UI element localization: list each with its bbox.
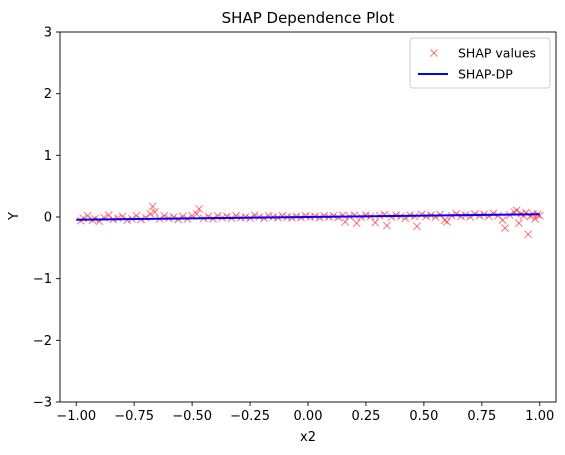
shap-value-point [301, 211, 310, 220]
shap-value-point [141, 213, 150, 222]
legend-marker-shap-values [430, 49, 438, 57]
shap-value-point [456, 212, 465, 221]
shap-value-point [531, 214, 540, 223]
y-tick-label: 2 [44, 87, 52, 102]
shap-value-point [371, 218, 380, 227]
x-axis: −1.00 −0.75 −0.50 −0.25 0.00 0.25 0.50 0.75 1.00 [56, 402, 554, 424]
shap-value-point [524, 230, 533, 239]
legend-box [409, 37, 551, 89]
x-tick-label: −1.00 [56, 409, 96, 424]
shap-value-point [498, 216, 507, 225]
shap-value-point [352, 219, 361, 228]
y-tick-label: 1 [44, 149, 52, 164]
x-tick-label: 0.25 [351, 409, 380, 424]
shap-value-point [514, 219, 523, 228]
shap-value-point [350, 211, 359, 220]
shap-value-point [382, 221, 391, 230]
plot-area [76, 202, 544, 239]
y-tick-label: −1 [33, 272, 52, 287]
x-tick-label: 1.00 [525, 409, 554, 424]
y-tick-label: 3 [44, 26, 52, 41]
shap-value-point [113, 214, 122, 223]
x-tick-label: −0.50 [172, 409, 212, 424]
shap-value-point [320, 211, 329, 220]
y-tick-label: −3 [33, 396, 52, 411]
shap-value-point [412, 222, 421, 231]
y-axis-label: Y [7, 212, 22, 221]
shap-value-point [146, 209, 155, 218]
y-axis: −3 −2 −1 0 1 2 3 [33, 26, 60, 411]
y-tick-label: 0 [44, 211, 52, 226]
shap-value-point [148, 202, 157, 211]
shap-value-point [501, 224, 509, 233]
legend: SHAP values SHAP-DP [409, 37, 551, 89]
shap-value-point [195, 204, 204, 213]
y-tick-label: −2 [33, 334, 52, 349]
shap-value-point [192, 209, 201, 218]
shap-value-point [341, 217, 350, 226]
shap-value-point [470, 209, 479, 218]
legend-label-shap-values: SHAP values [458, 46, 536, 61]
shap-value-point [361, 211, 370, 220]
shap-value-point [535, 211, 544, 220]
x-tick-label: −0.25 [230, 409, 270, 424]
chart-title: SHAP Dependence Plot [222, 9, 395, 27]
shap-value-point [512, 206, 521, 215]
shap-value-point [151, 208, 160, 217]
x-axis-label: x2 [300, 430, 316, 445]
shap-value-point [452, 209, 461, 218]
x-tick-label: 0.00 [294, 409, 323, 424]
shap-value-point [443, 217, 452, 226]
x-tick-label: 0.50 [409, 409, 438, 424]
x-tick-label: 0.75 [467, 409, 496, 424]
shap-dp-line [76, 213, 540, 221]
shap-value-point [417, 210, 426, 219]
legend-label-shap-dp: SHAP-DP [458, 67, 513, 82]
x-tick-label: −0.75 [114, 409, 154, 424]
